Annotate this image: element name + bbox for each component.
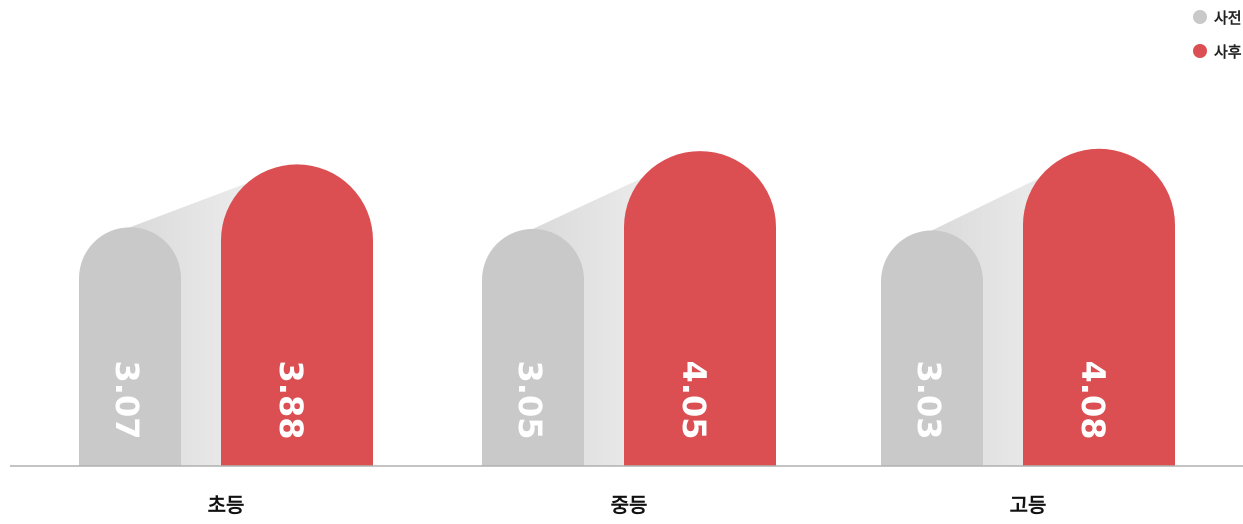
bar-after: [624, 151, 776, 466]
bar-after: [1023, 148, 1175, 466]
data-label-before: 3.05: [511, 361, 549, 440]
data-label-after: 4.08: [1074, 361, 1112, 440]
bar-before: [482, 228, 584, 466]
legend-label-before: 사전: [1214, 8, 1242, 27]
x-axis-tick-labels: 초등 중등 고등: [208, 493, 1047, 517]
x-tick-label: 초등: [208, 493, 245, 517]
bar-before: [881, 230, 983, 466]
legend-swatch-before: [1193, 10, 1207, 24]
legend-item-after: 사후: [1193, 39, 1243, 63]
legend: 사전 사후: [1193, 5, 1243, 73]
bar-after: [221, 164, 373, 466]
legend-swatch-after: [1193, 44, 1207, 58]
data-label-after: 4.05: [675, 361, 713, 440]
legend-item-before: 사전: [1193, 5, 1243, 29]
x-tick-label: 중등: [611, 493, 648, 517]
bar-before: [79, 227, 181, 466]
x-tick-label: 고등: [1010, 493, 1047, 517]
legend-label-after: 사후: [1214, 42, 1242, 61]
data-label-before: 3.07: [108, 361, 146, 440]
plot-area: 3.07 3.88 3.05 4.05 3.03 4.08: [79, 148, 1175, 467]
data-label-after: 3.88: [272, 361, 310, 440]
data-label-before: 3.03: [910, 361, 948, 440]
